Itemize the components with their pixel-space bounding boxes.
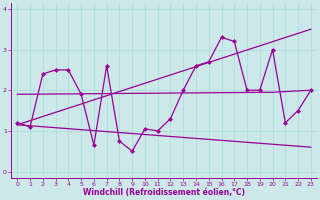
X-axis label: Windchill (Refroidissement éolien,°C): Windchill (Refroidissement éolien,°C) <box>83 188 245 197</box>
